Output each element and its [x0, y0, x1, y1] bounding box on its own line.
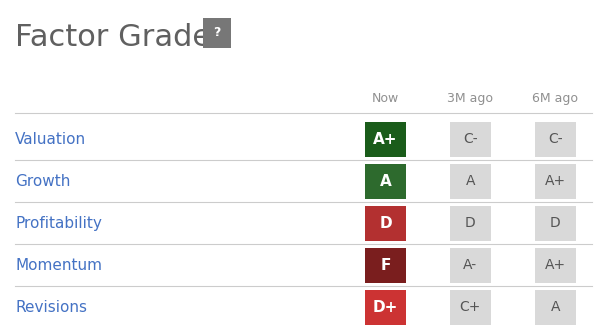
FancyBboxPatch shape [450, 206, 491, 241]
Text: Growth: Growth [15, 174, 70, 189]
FancyBboxPatch shape [535, 290, 576, 325]
FancyBboxPatch shape [450, 122, 491, 157]
Text: C-: C- [463, 133, 478, 146]
Text: A+: A+ [545, 174, 566, 188]
FancyBboxPatch shape [365, 206, 406, 241]
Text: Profitability: Profitability [15, 216, 102, 231]
FancyBboxPatch shape [365, 248, 406, 283]
Text: A+: A+ [545, 258, 566, 272]
Text: 6M ago: 6M ago [532, 92, 578, 105]
Text: ?: ? [213, 26, 221, 39]
Text: A: A [466, 174, 475, 188]
FancyBboxPatch shape [365, 122, 406, 157]
FancyBboxPatch shape [535, 164, 576, 199]
Text: Momentum: Momentum [15, 258, 102, 273]
FancyBboxPatch shape [450, 164, 491, 199]
Text: Now: Now [372, 92, 399, 105]
FancyBboxPatch shape [535, 122, 576, 157]
Text: Valuation: Valuation [15, 132, 86, 147]
Text: C-: C- [548, 133, 563, 146]
Text: A: A [379, 174, 392, 189]
Text: Revisions: Revisions [15, 300, 87, 315]
FancyBboxPatch shape [365, 290, 406, 325]
Text: A+: A+ [373, 132, 398, 147]
Text: D: D [379, 216, 392, 231]
FancyBboxPatch shape [535, 206, 576, 241]
Text: C+: C+ [459, 300, 481, 314]
FancyBboxPatch shape [203, 18, 231, 48]
Text: D+: D+ [373, 300, 398, 315]
FancyBboxPatch shape [365, 164, 406, 199]
FancyBboxPatch shape [450, 290, 491, 325]
Text: A: A [551, 300, 560, 314]
Text: 3M ago: 3M ago [447, 92, 493, 105]
FancyBboxPatch shape [535, 248, 576, 283]
Text: D: D [465, 216, 476, 230]
Text: F: F [380, 258, 391, 273]
FancyBboxPatch shape [450, 248, 491, 283]
Text: A-: A- [463, 258, 478, 272]
Text: Factor Grades: Factor Grades [15, 23, 227, 52]
Text: D: D [550, 216, 561, 230]
